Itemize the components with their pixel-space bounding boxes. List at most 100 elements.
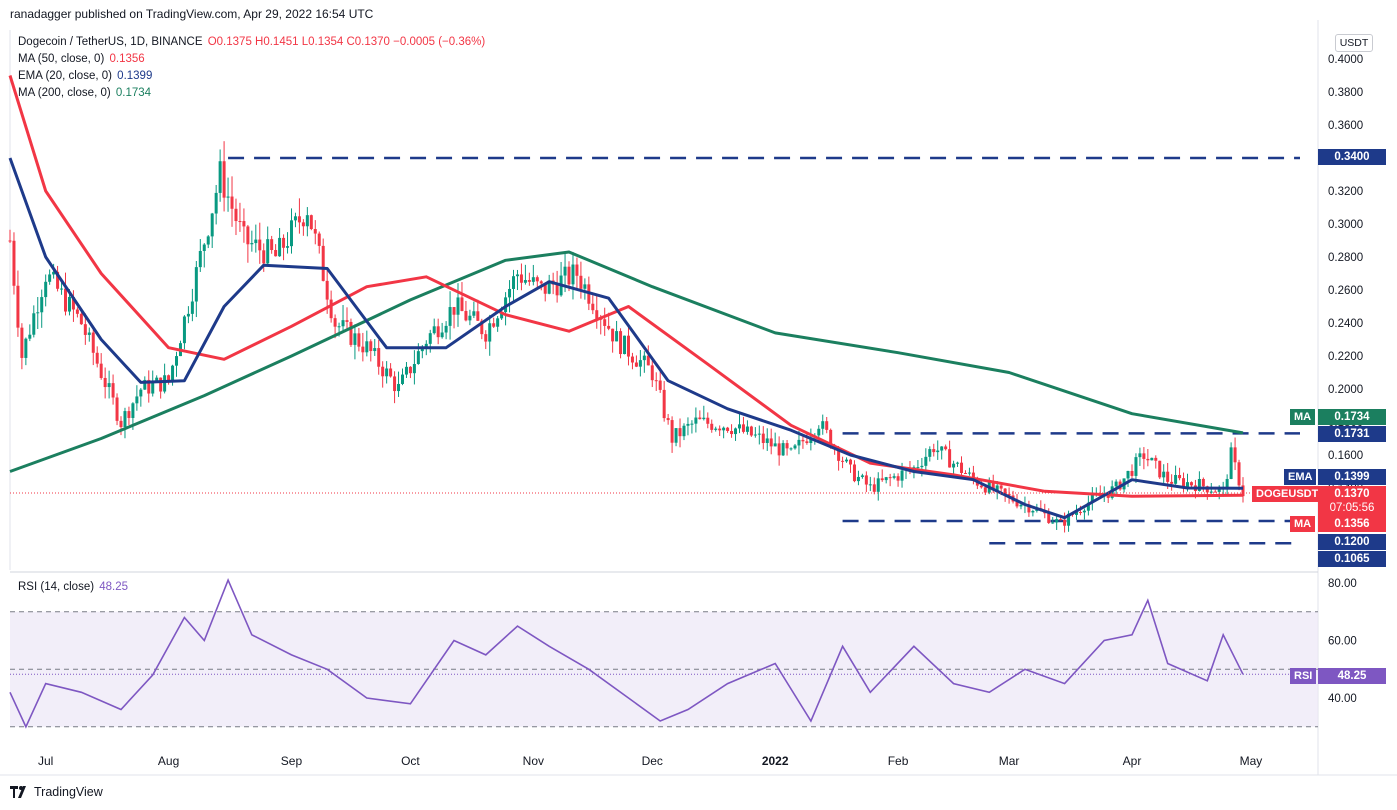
candle-body: [983, 487, 987, 493]
time-axis-label: Oct: [401, 754, 420, 768]
candle-body: [654, 380, 658, 382]
candle-body: [575, 264, 579, 276]
candle-body: [111, 383, 115, 398]
candle-body: [630, 356, 634, 363]
candle-body: [741, 424, 745, 432]
candle-body: [206, 236, 210, 245]
symbol-name: Dogecoin / TetherUS, 1D, BINANCE: [18, 36, 203, 48]
candle-body: [341, 320, 345, 327]
legend-ema20-label: EMA (20, close, 0): [18, 70, 112, 82]
candle-body: [1078, 512, 1082, 514]
candle-body: [472, 311, 476, 316]
series-line-ma-200-close-0-: [9, 250, 1244, 473]
rsi-line: [9, 578, 1244, 729]
candle-body: [880, 478, 884, 481]
candle-body: [1233, 447, 1237, 463]
candle-body: [325, 280, 329, 300]
legend-ma50[interactable]: MA (50, close, 0) 0.1356: [18, 53, 145, 65]
legend-ma200[interactable]: MA (200, close, 0) 0.1734: [18, 87, 151, 99]
candle-body: [91, 332, 95, 353]
rsi-tag: RSI: [1290, 668, 1317, 684]
candle-body: [297, 216, 301, 223]
candle-body: [960, 462, 964, 473]
candle-body: [852, 464, 856, 482]
candle-body: [1185, 482, 1189, 488]
candle-body: [210, 213, 214, 237]
legend-ema20[interactable]: EMA (20, close, 0) 0.1399: [18, 70, 152, 82]
candle-body: [107, 383, 111, 388]
price-axis-label: 0.2800: [1328, 252, 1363, 264]
candle-body: [266, 239, 270, 264]
candle-body: [872, 484, 876, 492]
candle-body: [1082, 510, 1086, 513]
time-axis-label: Dec: [642, 754, 663, 768]
candle-body: [1142, 453, 1146, 459]
candle-body: [504, 297, 508, 313]
last-price-box: 0.1370 07:05:56: [1318, 486, 1386, 517]
candle-body: [860, 475, 864, 477]
candle-body: [309, 215, 313, 230]
candle-body: [579, 275, 583, 289]
candle-body: [353, 333, 357, 345]
candle-body: [1213, 491, 1217, 493]
candle-body: [456, 297, 460, 315]
candle-body: [1158, 460, 1162, 478]
candle-body: [1086, 502, 1090, 511]
footer-brand[interactable]: TradingView: [10, 785, 103, 799]
time-axis-label: Sep: [281, 754, 303, 768]
candle-body: [718, 428, 722, 431]
ma50-price: 0.1356: [1318, 516, 1386, 532]
candle-body: [143, 379, 147, 390]
candle-body: [805, 441, 809, 444]
candle-body: [670, 420, 674, 443]
candle-body: [1031, 510, 1035, 513]
candle-body: [722, 427, 726, 431]
legend-rsi[interactable]: RSI (14, close) 48.25: [18, 581, 128, 593]
legend-ema20-value: 0.1399: [117, 70, 153, 82]
candle-body: [488, 323, 492, 342]
currency-button[interactable]: USDT: [1335, 34, 1373, 52]
candle-body: [476, 311, 480, 321]
candle-body: [726, 427, 730, 431]
candle-body: [159, 377, 163, 392]
candle-body: [868, 484, 872, 486]
candle-body: [214, 192, 218, 214]
rsi-axis-label: 80.00: [1328, 578, 1357, 590]
candle-body: [1170, 481, 1174, 484]
candle-body: [254, 239, 258, 244]
candle-body: [583, 284, 587, 289]
candle-body: [567, 266, 571, 285]
candle-body: [40, 297, 44, 313]
candle-body: [127, 411, 131, 418]
candle-body: [674, 428, 678, 443]
time-axis-label: Mar: [999, 754, 1020, 768]
bar-countdown: 07:05:56: [1329, 502, 1375, 514]
candle-body: [896, 476, 900, 481]
last-price: 0.1370: [1334, 488, 1370, 500]
candle-body: [777, 443, 781, 456]
candle-body: [24, 338, 28, 358]
candle-body: [135, 396, 139, 404]
candle-body: [480, 320, 484, 335]
price-axis-label: 0.2000: [1328, 384, 1363, 396]
candle-body: [115, 397, 119, 421]
candle-body: [702, 417, 706, 420]
candle-body: [71, 296, 75, 310]
candle-body: [452, 307, 456, 315]
symbol-legend: Dogecoin / TetherUS, 1D, BINANCE O0.1375…: [18, 36, 485, 48]
price-axis-label: 0.3000: [1328, 219, 1363, 231]
candle-body: [198, 250, 202, 268]
candle-body: [856, 476, 860, 482]
candle-body: [282, 237, 286, 248]
candle-body: [139, 389, 143, 397]
candle-body: [79, 313, 83, 325]
legend-ma200-label: MA (200, close, 0): [18, 87, 111, 99]
candle-body: [940, 446, 944, 451]
candle-body: [837, 448, 841, 461]
candle-body: [611, 328, 615, 342]
candle-body: [956, 462, 960, 464]
candle-body: [385, 368, 389, 377]
candle-body: [519, 274, 523, 283]
price-axis-label: 0.2600: [1328, 285, 1363, 297]
